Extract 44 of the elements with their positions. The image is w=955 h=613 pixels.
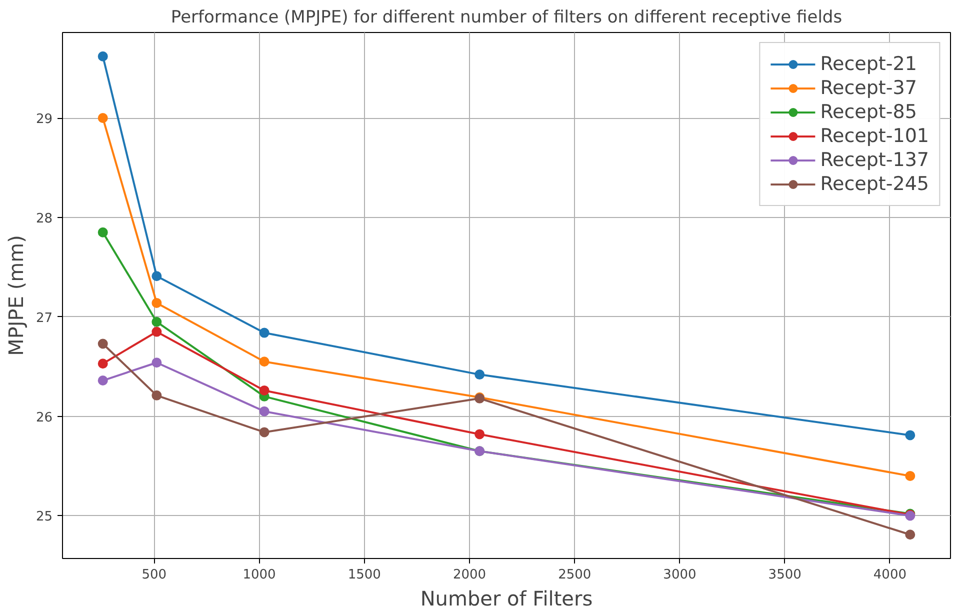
point xyxy=(259,406,270,416)
y-tick-label: 25 xyxy=(36,510,53,525)
y-tick-label: 26 xyxy=(36,410,53,426)
point xyxy=(152,316,162,327)
point xyxy=(474,370,485,380)
point xyxy=(152,298,162,308)
x-tick-label: 1000 xyxy=(242,568,276,582)
x-axis-title: Number of Filters xyxy=(420,586,593,610)
legend-label: Recept-245 xyxy=(820,173,929,195)
point xyxy=(98,338,108,349)
legend-label: Recept-21 xyxy=(820,53,917,75)
point xyxy=(152,326,162,337)
point xyxy=(152,271,162,282)
point xyxy=(98,358,108,369)
point xyxy=(98,113,108,124)
point xyxy=(259,385,270,396)
point xyxy=(905,430,916,440)
point xyxy=(259,328,270,338)
y-tick-label: 27 xyxy=(36,310,53,326)
legend-label: Recept-37 xyxy=(820,77,917,99)
y-tick-label: 28 xyxy=(36,211,53,226)
point xyxy=(259,427,270,438)
chart-title: Performance (MPJPE) for different number of filters on different receptive fields xyxy=(170,8,842,28)
point xyxy=(98,376,108,386)
point xyxy=(152,390,162,400)
point xyxy=(98,51,108,62)
x-tick-label: 500 xyxy=(142,568,167,582)
legend-label: Recept-137 xyxy=(820,149,929,171)
point xyxy=(905,470,916,481)
legend-label: Recept-101 xyxy=(820,125,929,147)
y-axis-title: MPJPE (mm) xyxy=(4,235,28,356)
point xyxy=(474,429,485,440)
legend-label: Recept-85 xyxy=(820,101,917,123)
x-tick-label: 1500 xyxy=(348,568,381,582)
x-tick-label: 2000 xyxy=(452,568,486,582)
point xyxy=(259,356,270,367)
x-tick-label: 3000 xyxy=(663,568,696,582)
x-tick-label: 2500 xyxy=(558,568,592,582)
x-tick-label: 3500 xyxy=(768,568,802,582)
x-tick-label: 4000 xyxy=(873,568,907,582)
y-tick-label: 29 xyxy=(36,112,53,128)
point xyxy=(98,227,108,238)
point xyxy=(905,530,916,540)
point xyxy=(152,358,162,368)
